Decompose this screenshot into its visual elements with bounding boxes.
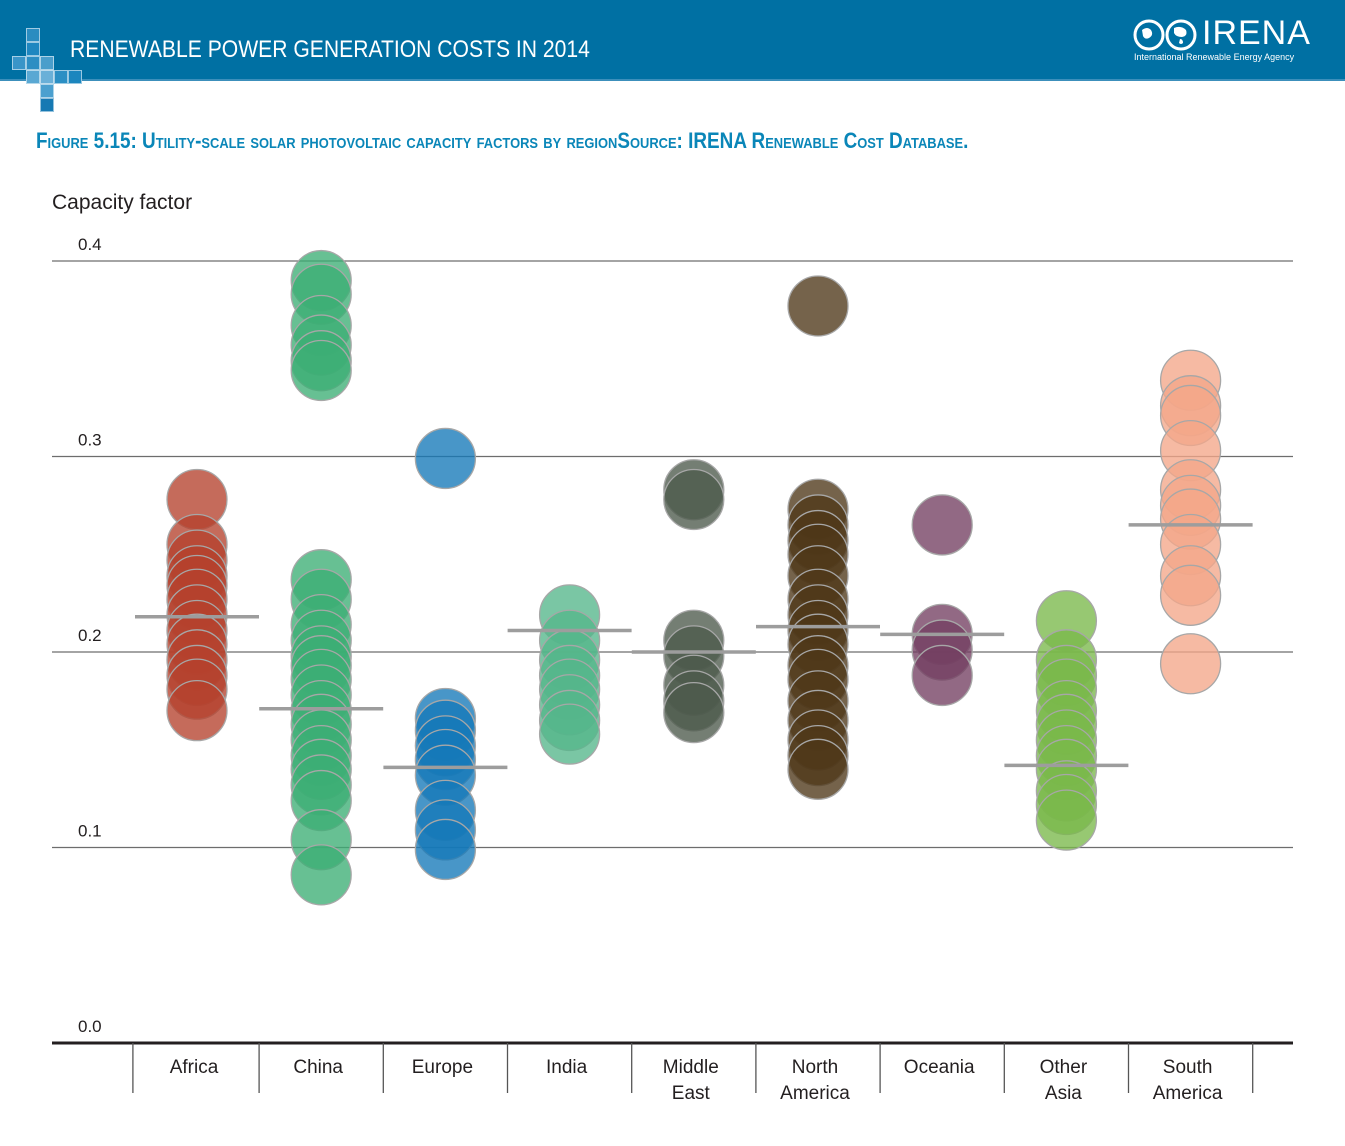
data-point xyxy=(166,680,228,742)
data-point xyxy=(290,339,352,402)
x-category-label-line: North xyxy=(792,1057,838,1078)
irena-logo: IRENA International Renewable Energy Age… xyxy=(1132,14,1322,70)
x-category-label-line: East xyxy=(672,1083,711,1104)
cross-squares-icon xyxy=(8,28,88,112)
bubble-series xyxy=(166,249,1222,906)
y-tick-label: 0.3 xyxy=(78,431,102,450)
x-category-label-line: South xyxy=(1163,1057,1213,1078)
series-africa xyxy=(166,468,228,742)
x-category-label: Europe xyxy=(412,1057,473,1078)
report-title: RENEWABLE POWER GENERATION COSTS IN 2014 xyxy=(70,36,590,63)
data-point xyxy=(911,644,973,707)
logo-text: IRENA xyxy=(1202,14,1311,52)
logo-subtitle: International Renewable Energy Agency xyxy=(1134,52,1295,62)
data-point xyxy=(787,275,849,337)
data-point xyxy=(663,681,725,744)
data-point xyxy=(1035,789,1098,851)
x-category-label: Middle East xyxy=(663,1057,719,1104)
x-category-label-line: Middle xyxy=(663,1057,719,1078)
x-category-label: Other Asia xyxy=(1040,1057,1088,1104)
x-category-label-line: Asia xyxy=(1045,1083,1082,1104)
x-category-label-line: Other xyxy=(1040,1057,1088,1078)
x-category-label: India xyxy=(546,1057,588,1078)
x-category-label-line: Europe xyxy=(412,1057,473,1078)
y-tick-label: 0.2 xyxy=(78,626,102,645)
data-point xyxy=(538,703,601,765)
y-axis-ticks: 0.4 0.3 0.2 0.1 0.0 xyxy=(78,235,102,1036)
data-point xyxy=(787,738,849,800)
x-category-label: South America xyxy=(1153,1057,1223,1104)
x-category-label-line: America xyxy=(780,1083,850,1104)
x-axis: Africa China Europe India Middle East North Ame… xyxy=(52,1041,1293,1104)
series-india xyxy=(538,584,601,765)
x-category-label-line: America xyxy=(1153,1083,1223,1104)
x-category-label: North America xyxy=(780,1057,850,1104)
y-axis-label: Capacity factor xyxy=(52,191,192,214)
series-other-asia xyxy=(1035,590,1098,851)
data-point xyxy=(911,494,973,556)
series-europe xyxy=(414,427,477,881)
x-category-label: Oceania xyxy=(904,1057,975,1078)
x-category-label-line: China xyxy=(293,1057,343,1078)
x-category-label: Africa xyxy=(170,1057,219,1078)
data-point xyxy=(1159,564,1222,626)
gridlines xyxy=(52,260,1293,849)
x-category-label: China xyxy=(293,1057,343,1078)
y-tick-label: 0.4 xyxy=(78,235,102,254)
series-oceania xyxy=(911,494,973,707)
data-point xyxy=(290,844,352,906)
series-south-america xyxy=(1159,349,1222,695)
figure-title: Figure 5.15: Utility-scale solar photovo… xyxy=(36,128,969,153)
x-category-label-line: India xyxy=(546,1057,588,1078)
y-tick-label: 0.1 xyxy=(78,822,102,841)
x-category-label-line: Oceania xyxy=(904,1057,975,1078)
y-tick-label: 0.0 xyxy=(78,1017,102,1036)
x-category-label-line: Africa xyxy=(170,1057,219,1078)
globe-infinity-icon xyxy=(1133,19,1197,51)
series-china xyxy=(290,249,352,906)
data-point xyxy=(414,427,477,490)
data-point xyxy=(1159,633,1222,695)
series-middle-east xyxy=(663,459,725,744)
series-north-america xyxy=(787,275,849,800)
header-banner: RENEWABLE POWER GENERATION COSTS IN 2014… xyxy=(0,0,1345,112)
data-point xyxy=(663,468,725,531)
data-point xyxy=(414,818,477,881)
median-lines xyxy=(135,523,1253,770)
